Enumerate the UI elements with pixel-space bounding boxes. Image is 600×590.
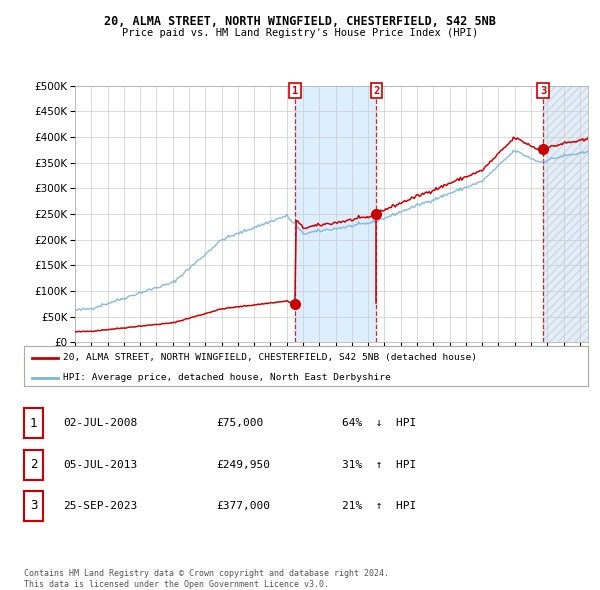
- Text: HPI: Average price, detached house, North East Derbyshire: HPI: Average price, detached house, Nort…: [64, 373, 391, 382]
- Text: 1: 1: [30, 417, 37, 430]
- Text: 3: 3: [540, 86, 547, 96]
- Text: 02-JUL-2008: 02-JUL-2008: [63, 418, 137, 428]
- Text: Contains HM Land Registry data © Crown copyright and database right 2024.
This d: Contains HM Land Registry data © Crown c…: [24, 569, 389, 589]
- Text: Price paid vs. HM Land Registry's House Price Index (HPI): Price paid vs. HM Land Registry's House …: [122, 28, 478, 38]
- Text: 25-SEP-2023: 25-SEP-2023: [63, 501, 137, 511]
- Text: 20, ALMA STREET, NORTH WINGFIELD, CHESTERFIELD, S42 5NB (detached house): 20, ALMA STREET, NORTH WINGFIELD, CHESTE…: [64, 353, 478, 362]
- Text: 2: 2: [30, 458, 37, 471]
- Text: £249,950: £249,950: [216, 460, 270, 470]
- Text: 31%  ↑  HPI: 31% ↑ HPI: [342, 460, 416, 470]
- Text: 1: 1: [292, 86, 298, 96]
- Bar: [295, 86, 376, 342]
- Text: £377,000: £377,000: [216, 501, 270, 511]
- Text: 05-JUL-2013: 05-JUL-2013: [63, 460, 137, 470]
- Text: 3: 3: [30, 499, 37, 512]
- Text: 2: 2: [373, 86, 379, 96]
- Text: £75,000: £75,000: [216, 418, 263, 428]
- Text: 21%  ↑  HPI: 21% ↑ HPI: [342, 501, 416, 511]
- Text: 20, ALMA STREET, NORTH WINGFIELD, CHESTERFIELD, S42 5NB: 20, ALMA STREET, NORTH WINGFIELD, CHESTE…: [104, 15, 496, 28]
- Text: 64%  ↓  HPI: 64% ↓ HPI: [342, 418, 416, 428]
- Bar: [543, 86, 588, 342]
